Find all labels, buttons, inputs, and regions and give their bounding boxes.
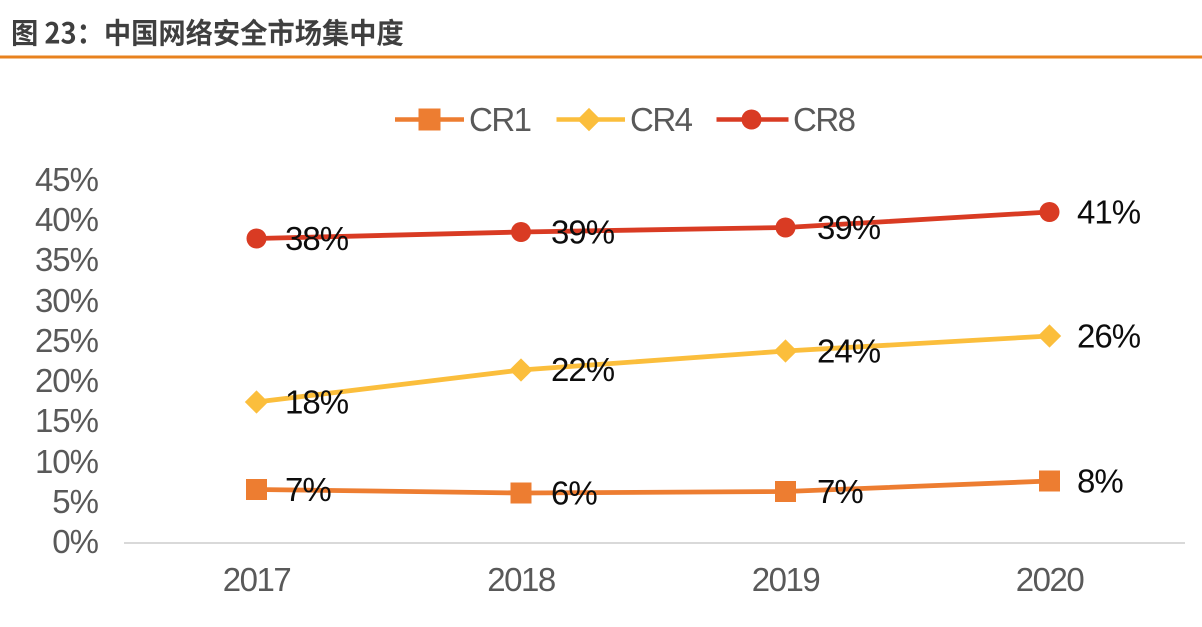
svg-text:6%: 6% [551, 475, 597, 512]
svg-text:CR8: CR8 [793, 101, 855, 138]
svg-text:8%: 8% [1077, 463, 1123, 500]
svg-text:15%: 15% [35, 402, 99, 439]
svg-text:24%: 24% [817, 333, 881, 370]
svg-text:2017: 2017 [223, 561, 291, 598]
svg-text:39%: 39% [551, 214, 615, 251]
svg-text:2019: 2019 [752, 561, 820, 598]
svg-text:5%: 5% [52, 483, 98, 520]
svg-text:26%: 26% [1077, 318, 1141, 355]
svg-text:0%: 0% [52, 523, 98, 560]
svg-text:41%: 41% [1077, 194, 1141, 231]
svg-text:20%: 20% [35, 362, 99, 399]
svg-text:2020: 2020 [1016, 561, 1085, 598]
svg-text:39%: 39% [817, 209, 881, 246]
svg-text:CR4: CR4 [630, 101, 693, 138]
svg-text:45%: 45% [35, 161, 99, 198]
svg-text:7%: 7% [817, 473, 863, 510]
svg-text:30%: 30% [35, 282, 99, 319]
svg-text:CR1: CR1 [469, 101, 531, 138]
svg-text:38%: 38% [285, 220, 349, 257]
svg-text:2018: 2018 [487, 561, 555, 598]
svg-text:18%: 18% [285, 384, 349, 421]
svg-text:7%: 7% [285, 471, 331, 508]
svg-text:25%: 25% [35, 322, 99, 359]
svg-text:10%: 10% [35, 443, 99, 480]
svg-text:35%: 35% [35, 241, 99, 278]
svg-text:22%: 22% [551, 351, 615, 388]
svg-text:40%: 40% [35, 201, 99, 238]
